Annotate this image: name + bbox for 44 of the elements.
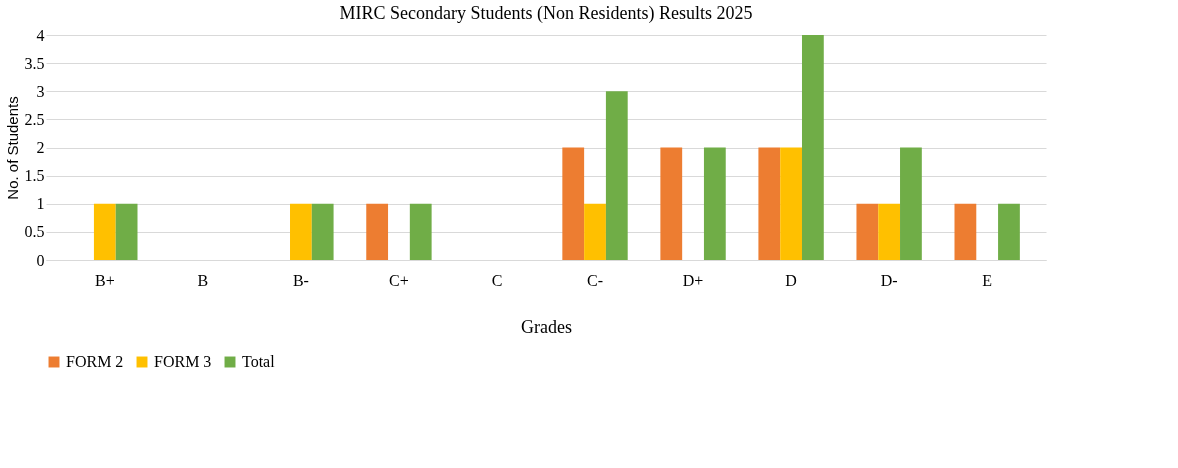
bar [311, 203, 334, 260]
x-tick-label: C- [587, 271, 604, 289]
y-tick-label: 1 [36, 195, 45, 213]
bar [290, 203, 312, 260]
bar [878, 203, 901, 260]
x-tick-label: B [197, 271, 209, 289]
bar [660, 147, 683, 260]
bar [954, 203, 977, 260]
x-tick-label: D+ [682, 271, 704, 289]
chart-title: MIRC Secondary Students (Non Residents) Results 2025 [339, 3, 753, 24]
x-tick-label: E [982, 271, 993, 289]
bar [366, 203, 389, 260]
bar [758, 147, 781, 260]
bar [801, 35, 824, 260]
y-tick-label: 2.5 [24, 110, 45, 128]
y-tick-label: 0 [36, 251, 45, 269]
y-tick-label: 4 [36, 26, 45, 44]
x-axis-title: Grades [521, 316, 572, 337]
legend-label: FORM 3 [154, 353, 212, 370]
bar [605, 91, 628, 260]
x-tick-label: C+ [389, 271, 409, 289]
x-tick-label: D- [880, 271, 898, 289]
bar [115, 203, 138, 260]
bar [998, 203, 1020, 260]
bar [900, 147, 922, 260]
bar [93, 203, 116, 260]
x-tick-label: D [785, 271, 797, 289]
bar [562, 147, 585, 260]
bar [584, 203, 606, 260]
y-tick-label: 0.5 [24, 223, 45, 241]
x-tick-label: B- [292, 271, 309, 289]
bar [856, 203, 879, 260]
bar [409, 203, 432, 260]
bar [780, 147, 802, 260]
y-tick-label: 1.5 [24, 167, 45, 185]
legend-label: Total [242, 353, 276, 370]
bar [703, 147, 726, 260]
y-tick-label: 3.5 [24, 54, 45, 72]
x-tick-label: C [491, 271, 503, 289]
legend-label: FORM 2 [66, 353, 124, 370]
y-axis-title: No. of Students [3, 96, 21, 200]
y-tick-label: 3 [36, 82, 45, 100]
x-tick-label: B+ [94, 271, 115, 289]
y-tick-label: 2 [36, 139, 45, 156]
